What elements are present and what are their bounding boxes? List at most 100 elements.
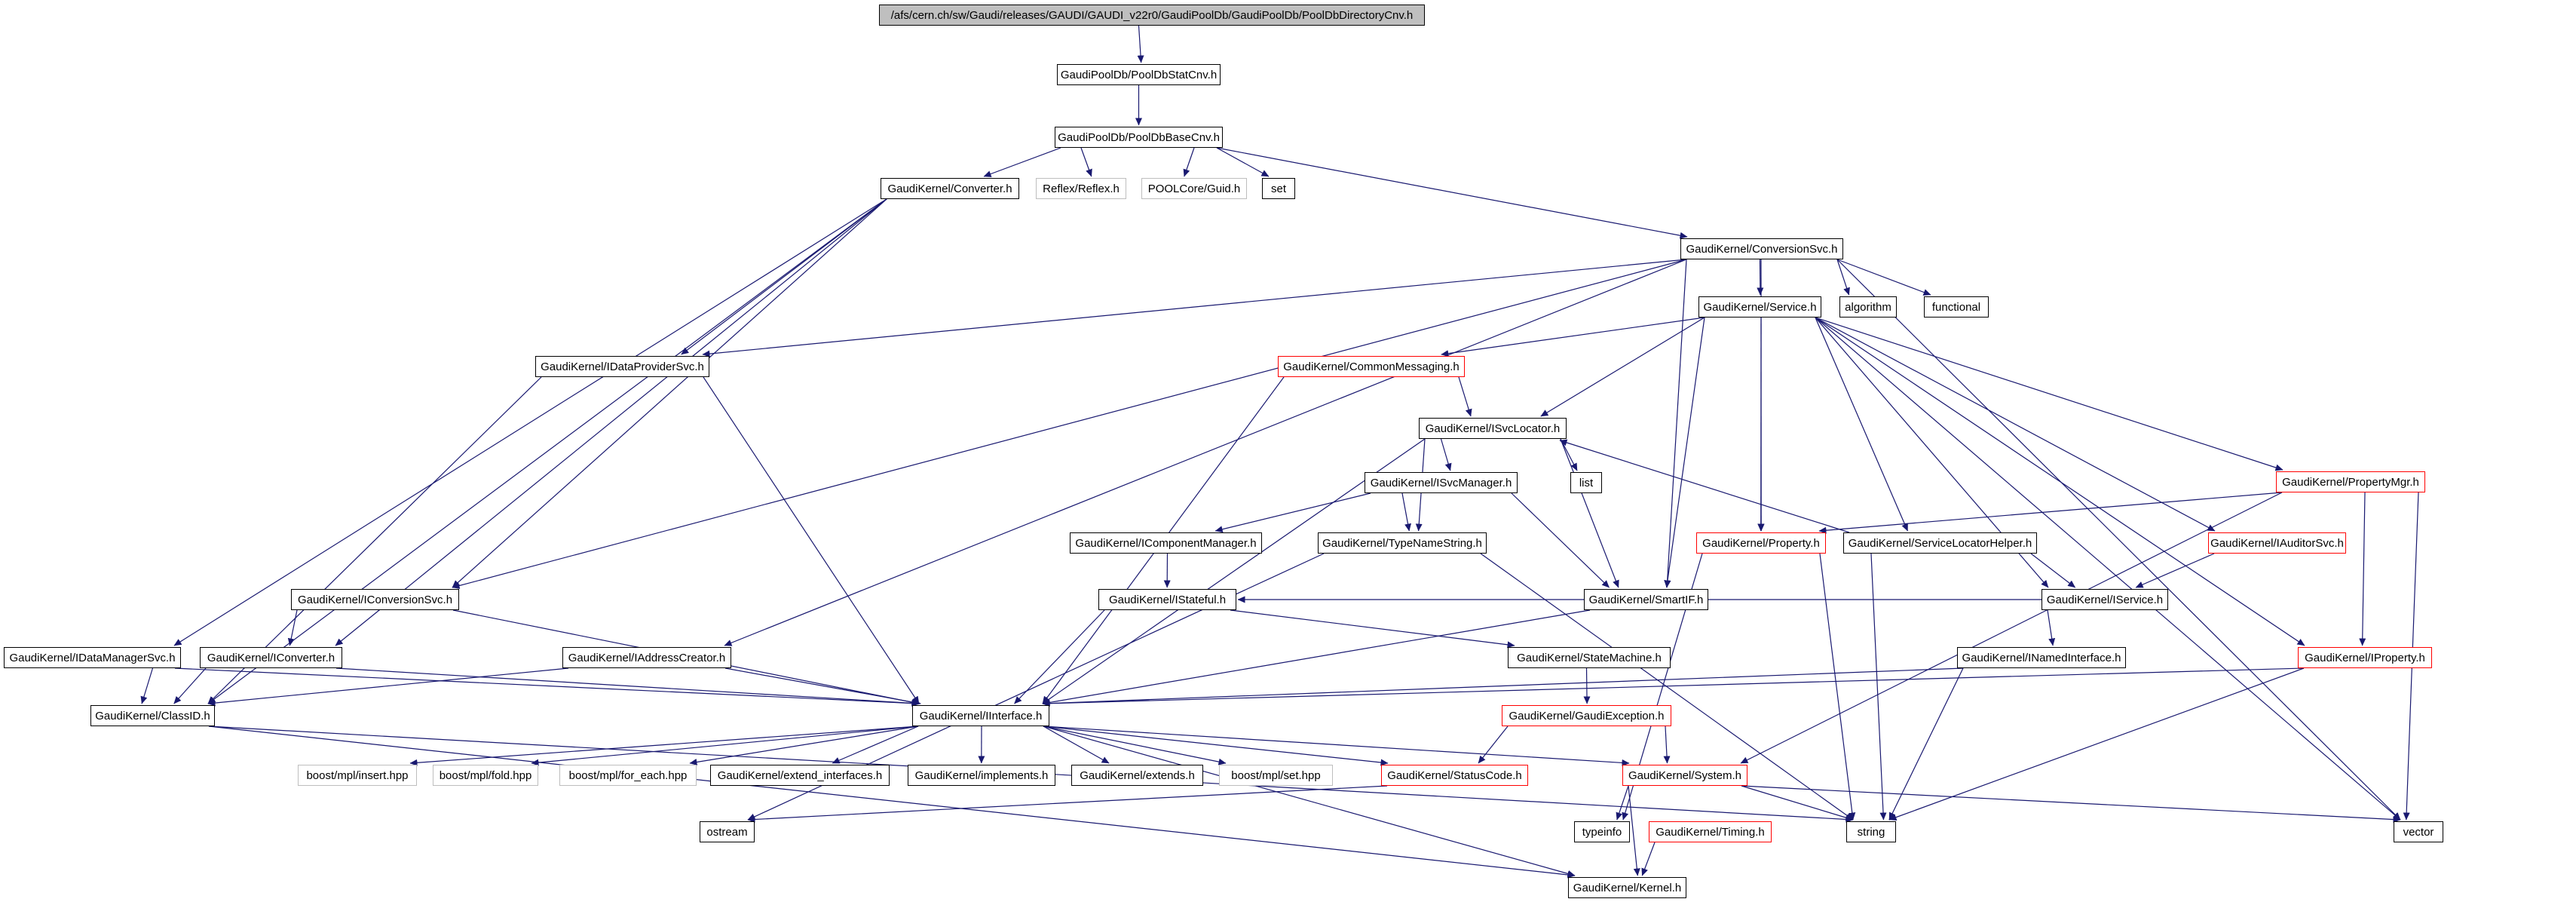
edge-system-to-typeinfo [1616,785,1629,821]
node-fold_hpp[interactable]: boost/mpl/fold.hpp [433,765,538,786]
node-extend_interfaces[interactable]: GaudiKernel/extend_interfaces.h [710,765,890,786]
edge-iconversionsvc-to-iconverter [287,609,298,646]
edge-servicelocatorhelper-to-string [1870,553,1887,821]
edge-iaddresscreator-to-iinterface [724,667,921,706]
edge-basecnv-to-converter [983,147,1061,177]
node-algorithm[interactable]: algorithm [1839,296,1897,318]
edge-iauditorsvc-to-iservice [2135,553,2215,588]
node-inamedinterface[interactable]: GaudiKernel/INamedInterface.h [1957,647,2126,668]
edge-iinterface-to-insert_hpp [409,726,919,766]
edge-typenamestring-to-string [1480,553,1854,821]
node-timing[interactable]: GaudiKernel/Timing.h [1649,821,1772,842]
node-extends[interactable]: GaudiKernel/extends.h [1071,765,1203,786]
node-functional[interactable]: functional [1924,296,1989,318]
edge-service-to-vector [1815,317,2401,821]
node-gaudiexception[interactable]: GaudiKernel/GaudiException.h [1502,705,1671,726]
node-list[interactable]: list [1570,472,1602,493]
edge-propertymgr-to-system [1740,492,2283,764]
edge-converter-to-classid [207,198,887,704]
node-conversionsvc[interactable]: GaudiKernel/ConversionSvc.h [1680,238,1843,259]
node-basecnv[interactable]: GaudiPoolDb/PoolDbBaseCnv.h [1055,127,1223,148]
node-statcnv[interactable]: GaudiPoolDb/PoolDbStatCnv.h [1057,64,1221,85]
node-string[interactable]: string [1846,821,1896,842]
node-idatamanagersvc[interactable]: GaudiKernel/IDataManagerSvc.h [4,647,181,668]
node-propertymgr[interactable]: GaudiKernel/PropertyMgr.h [2276,471,2425,492]
edge-isvclocator-to-smartif [1560,438,1619,588]
node-iservice[interactable]: GaudiKernel/IService.h [2042,589,2168,610]
node-dircnv[interactable]: /afs/cern.ch/sw/Gaudi/releases/GAUDI/GAU… [879,5,1425,26]
edge-timing-to-kernel [1641,842,1656,876]
node-service[interactable]: GaudiKernel/Service.h [1698,296,1821,318]
node-implements[interactable]: GaudiKernel/implements.h [908,765,1055,786]
edge-gaudiexception-to-statuscode [1478,726,1509,764]
node-ostream[interactable]: ostream [700,821,755,842]
node-iaddresscreator[interactable]: GaudiKernel/IAddressCreator.h [562,647,731,668]
node-set_hpp[interactable]: boost/mpl/set.hpp [1219,765,1333,786]
edge-iinterface-to-foreach_hpp [689,726,919,765]
node-iproperty[interactable]: GaudiKernel/IProperty.h [2298,647,2432,668]
node-iconversionsvc[interactable]: GaudiKernel/IConversionSvc.h [291,589,459,610]
edge-system-to-kernel [1628,785,1640,876]
node-reflex[interactable]: Reflex/Reflex.h [1036,178,1126,199]
edge-iconverter-to-iinterface [335,667,920,707]
edge-converter-to-idatamanagersvc [173,198,887,646]
node-icomponentmanager[interactable]: GaudiKernel/IComponentManager.h [1070,532,1262,554]
node-foreach_hpp[interactable]: boost/mpl/for_each.hpp [559,765,697,786]
edge-property-to-string [1819,553,1856,821]
edge-conversionsvc-to-smartif [1664,259,1687,588]
node-servicelocatorhelper[interactable]: GaudiKernel/ServiceLocatorHelper.h [1843,532,2037,554]
edge-isvcmanager-to-icomponentmanager [1214,492,1371,533]
edge-iaddresscreator-to-classid [207,667,569,707]
node-isvclocator[interactable]: GaudiKernel/ISvcLocator.h [1419,418,1567,439]
node-iconverter[interactable]: GaudiKernel/IConverter.h [200,647,342,668]
edge-iinterface-to-system [1043,726,1630,766]
node-statuscode[interactable]: GaudiKernel/StatusCode.h [1381,765,1528,786]
edge-classid-to-kernel [208,726,1576,879]
node-classid[interactable]: GaudiKernel/ClassID.h [90,705,215,726]
node-iauditorsvc[interactable]: GaudiKernel/IAuditorSvc.h [2208,532,2346,554]
edge-conversionsvc-to-iconversionsvc [452,259,1687,589]
node-set[interactable]: set [1262,178,1295,199]
node-insert_hpp[interactable]: boost/mpl/insert.hpp [298,765,417,786]
edge-iproperty-to-string [1888,667,2305,821]
node-istateful[interactable]: GaudiKernel/IStateful.h [1098,589,1236,610]
node-property[interactable]: GaudiKernel/Property.h [1696,532,1826,554]
edge-statuscode-to-ostream [747,785,1388,823]
edge-iinterface-to-fold_hpp [531,726,919,766]
node-system[interactable]: GaudiKernel/System.h [1622,765,1747,786]
node-typeinfo[interactable]: typeinfo [1574,821,1630,842]
edge-statemachine-to-gaudiexception [1583,667,1591,704]
edge-iproperty-to-iinterface [1042,667,2305,707]
edge-istateful-to-iinterface [1014,609,1105,704]
edge-servicelocatorhelper-to-isvclocator [1559,439,1850,533]
node-statemachine[interactable]: GaudiKernel/StateMachine.h [1508,647,1671,668]
edge-smartif-to-iinterface [1042,609,1591,706]
edge-converter-to-iconverter [335,198,887,646]
edge-dircnv-to-statcnv [1137,25,1144,63]
edge-service-to-smartif [1664,317,1705,588]
node-smartif[interactable]: GaudiKernel/SmartIF.h [1584,589,1708,610]
node-idataprovidersvc[interactable]: GaudiKernel/IDataProviderSvc.h [535,356,709,377]
node-kernel[interactable]: GaudiKernel/Kernel.h [1568,877,1686,898]
edge-istateful-to-statemachine [1230,609,1515,649]
node-guid[interactable]: POOLCore/Guid.h [1141,178,1247,199]
edge-service-to-servicelocatorhelper [1815,317,1909,532]
edge-basecnv-to-guid [1183,147,1195,177]
edge-converter-to-iconversionsvc [452,198,887,588]
edge-isvclocator-to-isvcmanager [1440,438,1452,471]
edge-propertymgr-to-property [1818,492,2283,534]
node-vector[interactable]: vector [2394,821,2443,842]
edge-service-to-commonmessaging [1441,317,1705,357]
edge-isvcmanager-to-typenamestring [1401,492,1411,532]
edge-propertymgr-to-iproperty [2359,492,2366,646]
node-isvcmanager[interactable]: GaudiKernel/ISvcManager.h [1365,472,1518,493]
node-iinterface[interactable]: GaudiKernel/IInterface.h [912,705,1049,726]
edge-isvcmanager-to-smartif [1511,492,1610,588]
edge-conversionsvc-to-algorithm [1836,259,1850,296]
node-commonmessaging[interactable]: GaudiKernel/CommonMessaging.h [1278,356,1465,377]
node-converter[interactable]: GaudiKernel/Converter.h [881,178,1019,199]
edge-isvclocator-to-iinterface [1042,438,1426,704]
node-typenamestring[interactable]: GaudiKernel/TypeNameString.h [1318,532,1487,554]
